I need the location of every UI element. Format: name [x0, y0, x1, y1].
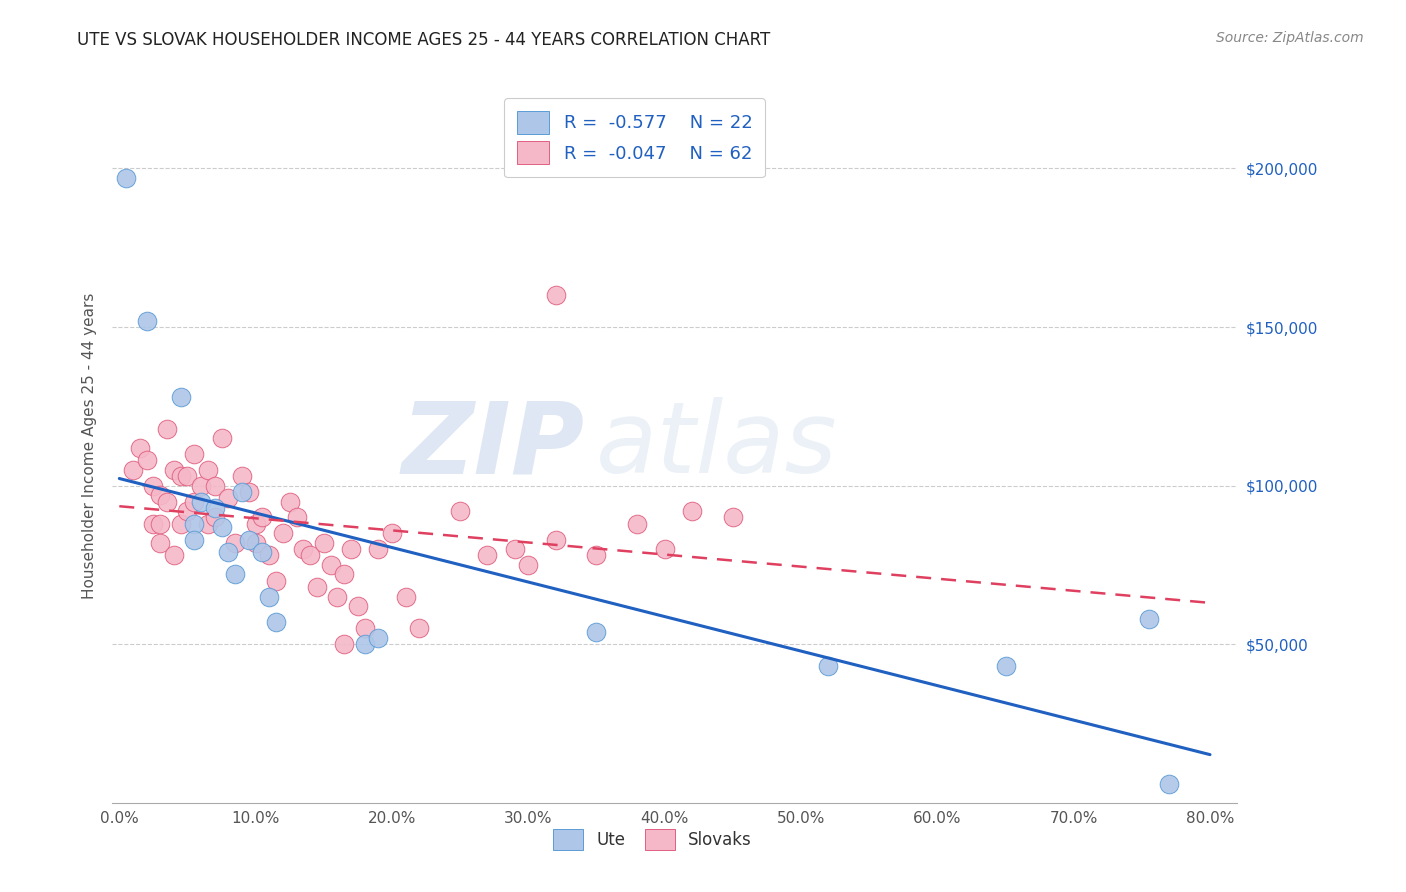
Point — [271, 526, 294, 541]
Point — [156, 494, 179, 508]
Text: ZIP: ZIP — [402, 398, 585, 494]
Point — [245, 535, 267, 549]
Point — [305, 580, 328, 594]
Point — [238, 485, 260, 500]
Point — [259, 549, 281, 563]
Point — [252, 510, 274, 524]
Point — [817, 659, 839, 673]
Point — [211, 431, 233, 445]
Point — [135, 453, 157, 467]
Legend: Ute, Slovaks: Ute, Slovaks — [544, 821, 761, 859]
Point — [115, 171, 138, 186]
Point — [1159, 777, 1181, 791]
Point — [183, 447, 205, 461]
Point — [142, 478, 165, 492]
Point — [259, 590, 281, 604]
Point — [197, 463, 219, 477]
Point — [333, 637, 356, 651]
Point — [190, 494, 212, 508]
Point — [231, 469, 253, 483]
Point — [135, 314, 157, 328]
Point — [585, 549, 607, 563]
Point — [163, 549, 186, 563]
Point — [128, 441, 150, 455]
Point — [367, 542, 389, 557]
Point — [994, 659, 1017, 673]
Point — [544, 533, 567, 547]
Text: atlas: atlas — [596, 398, 838, 494]
Point — [326, 590, 349, 604]
Point — [122, 463, 145, 477]
Point — [353, 621, 375, 635]
Point — [585, 624, 607, 639]
Point — [252, 545, 274, 559]
Point — [142, 516, 165, 531]
Point — [340, 542, 363, 557]
Point — [211, 520, 233, 534]
Point — [1137, 612, 1160, 626]
Point — [408, 621, 430, 635]
Point — [217, 545, 239, 559]
Point — [149, 516, 172, 531]
Point — [224, 535, 246, 549]
Point — [347, 599, 370, 614]
Point — [224, 567, 246, 582]
Point — [190, 478, 212, 492]
Point — [238, 533, 260, 547]
Point — [285, 510, 308, 524]
Point — [626, 516, 648, 531]
Point — [299, 549, 322, 563]
Point — [183, 533, 205, 547]
Point — [156, 421, 179, 435]
Point — [245, 516, 267, 531]
Point — [681, 504, 703, 518]
Point — [503, 542, 526, 557]
Point — [204, 500, 226, 515]
Point — [449, 504, 471, 518]
Point — [292, 542, 315, 557]
Point — [183, 516, 205, 531]
Point — [381, 526, 404, 541]
Point — [204, 478, 226, 492]
Point — [319, 558, 342, 572]
Point — [264, 574, 287, 588]
Point — [312, 535, 335, 549]
Point — [217, 491, 239, 506]
Point — [367, 631, 389, 645]
Point — [204, 510, 226, 524]
Text: UTE VS SLOVAK HOUSEHOLDER INCOME AGES 25 - 44 YEARS CORRELATION CHART: UTE VS SLOVAK HOUSEHOLDER INCOME AGES 25… — [77, 31, 770, 49]
Point — [169, 516, 191, 531]
Point — [176, 469, 198, 483]
Point — [477, 549, 499, 563]
Point — [333, 567, 356, 582]
Point — [721, 510, 744, 524]
Point — [278, 494, 301, 508]
Point — [394, 590, 416, 604]
Point — [176, 504, 198, 518]
Point — [197, 516, 219, 531]
Point — [353, 637, 375, 651]
Point — [231, 485, 253, 500]
Point — [169, 390, 191, 404]
Point — [169, 469, 191, 483]
Point — [654, 542, 676, 557]
Point — [544, 288, 567, 302]
Point — [149, 535, 172, 549]
Point — [149, 488, 172, 502]
Point — [264, 615, 287, 629]
Y-axis label: Householder Income Ages 25 - 44 years: Householder Income Ages 25 - 44 years — [82, 293, 97, 599]
Point — [163, 463, 186, 477]
Point — [517, 558, 540, 572]
Text: Source: ZipAtlas.com: Source: ZipAtlas.com — [1216, 31, 1364, 45]
Point — [183, 494, 205, 508]
